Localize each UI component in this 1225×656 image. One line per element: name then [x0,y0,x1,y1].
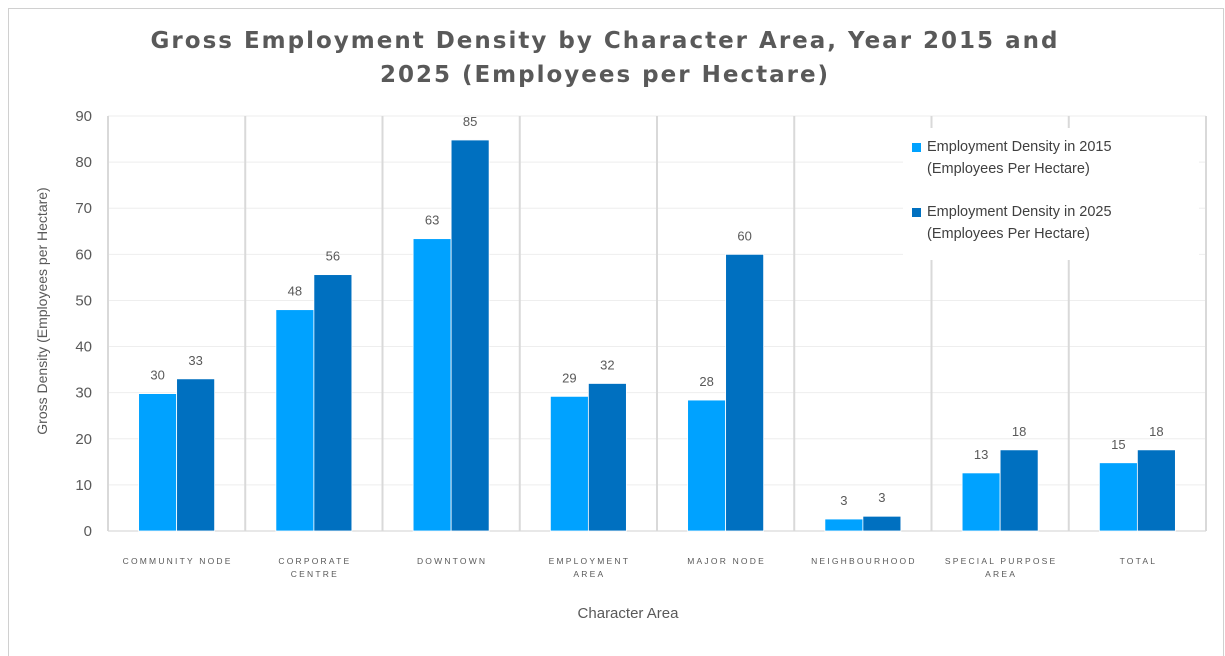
bar-series-1 [1098,462,1138,532]
x-category-label: SPECIAL PURPOSE [945,556,1058,566]
bars [138,139,1176,532]
legend-background [903,128,1199,260]
x-category-label: MAJOR NODE [687,556,766,566]
data-label: 3 [878,490,885,505]
x-category-label: COMMUNITY NODE [123,556,233,566]
data-label: 85 [463,114,477,129]
data-label: 30 [150,368,164,383]
y-tick-label: 50 [75,292,92,309]
data-label: 63 [425,213,439,228]
bar-series-2 [313,274,353,532]
bar-series-2 [1136,449,1176,532]
bar-series-2 [450,139,490,532]
legend-label: Employment Density in 2015 [927,139,1112,155]
data-label: 33 [188,353,202,368]
data-labels: 30 48 63 29 28 3 13 15 33 56 85 32 60 3 18 18 [150,114,1163,508]
bar-series-2 [176,378,216,532]
x-category-label: NEIGHBOURHOOD [811,556,917,566]
y-tick-label: 20 [75,431,92,448]
data-label: 48 [288,284,302,299]
legend-swatch [912,143,921,152]
x-category-label: EMPLOYMENT [549,556,631,566]
bar-series-1 [824,518,864,532]
bar-series-1 [412,238,452,532]
data-label: 28 [699,374,713,389]
x-category-label: CORPORATE [278,556,351,566]
legend-label: Employment Density in 2025 [927,204,1112,220]
x-category-label: AREA [573,569,605,579]
data-label: 32 [600,357,614,372]
y-axis-title: Gross Density (Employees per Hectare) [34,187,50,434]
bar-series-1 [961,472,1001,532]
bar-series-1 [138,393,178,532]
chart-title: Gross Employment Density by Character Ar… [0,24,1210,92]
bar-series-1 [687,399,727,532]
y-tick-label: 30 [75,385,92,402]
data-label: 18 [1149,424,1163,439]
bar-series-2 [725,253,765,532]
chart-title-line-1: Gross Employment Density by Character Ar… [150,28,1060,54]
chart-title-line-2: 2025 (Employees per Hectare) [379,62,831,88]
legend-swatch [912,208,921,217]
bar-series-1 [549,395,589,532]
data-label: 56 [326,249,340,264]
y-tick-label: 70 [75,200,92,217]
x-category-label: AREA [985,569,1017,579]
y-tick-label: 60 [75,246,92,263]
y-tick-label: 0 [84,523,92,540]
y-tick-label: 80 [75,154,92,171]
x-axis-title: Character Area [578,605,680,622]
data-label: 15 [1111,437,1125,452]
x-category-label: DOWNTOWN [417,556,487,566]
data-label: 3 [840,493,847,508]
x-axis-categories: COMMUNITY NODE CORPORATE CENTRE DOWNTOWN EMP… [123,556,1158,579]
bar-series-2 [999,449,1039,532]
legend-label: (Employees Per Hectare) [927,161,1090,177]
legend: Employment Density in 2015 (Employees Per… [903,128,1199,260]
x-category-label: TOTAL [1120,556,1158,566]
legend-label: (Employees Per Hectare) [927,226,1090,242]
x-category-label: CENTRE [291,569,339,579]
bar-series-2 [587,383,627,532]
data-label: 13 [974,447,988,462]
y-tick-label: 90 [75,108,92,125]
data-label: 29 [562,370,576,385]
bar-series-2 [862,515,902,532]
y-tick-label: 10 [75,477,92,494]
y-tick-label: 40 [75,339,92,356]
y-axis-ticks: 0 10 20 30 40 50 60 70 80 90 [75,108,92,540]
data-label: 60 [737,228,751,243]
data-label: 18 [1012,424,1026,439]
bar-series-1 [275,309,315,532]
